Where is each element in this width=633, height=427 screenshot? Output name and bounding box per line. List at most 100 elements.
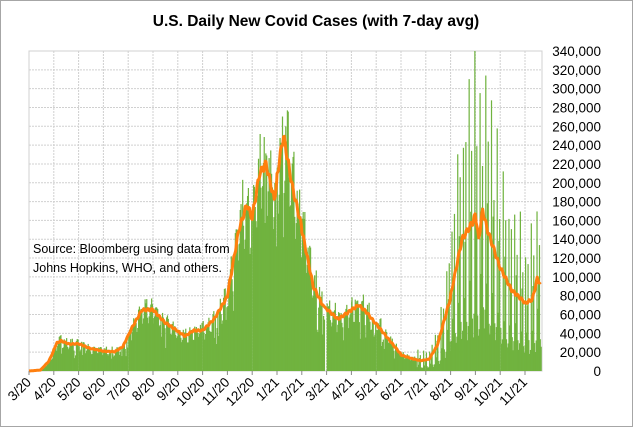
daily-bar — [200, 328, 202, 371]
daily-bar — [67, 349, 69, 371]
daily-bar — [199, 324, 202, 371]
daily-bar — [509, 325, 511, 371]
daily-bar — [458, 236, 460, 371]
daily-bar — [311, 297, 313, 371]
y-tick-label: 180,000 — [552, 195, 601, 210]
daily-bar — [478, 329, 480, 371]
daily-bar — [504, 256, 506, 371]
daily-bar — [381, 345, 383, 371]
daily-bar — [364, 325, 366, 371]
daily-bar — [233, 256, 236, 371]
daily-bar — [194, 326, 196, 371]
daily-bar — [357, 300, 359, 371]
daily-bar — [59, 335, 61, 371]
daily-bar — [86, 346, 88, 371]
daily-bar — [254, 207, 256, 371]
daily-bar — [222, 320, 224, 371]
daily-bar — [439, 360, 441, 371]
daily-bar — [145, 303, 147, 371]
daily-bar — [48, 360, 50, 371]
daily-bar — [355, 302, 357, 371]
daily-bar — [70, 344, 73, 371]
daily-bar — [140, 308, 142, 371]
y-tick-label: 220,000 — [552, 157, 601, 172]
daily-bar — [214, 337, 216, 371]
daily-bar — [259, 134, 261, 371]
daily-bar — [394, 345, 397, 371]
daily-bar — [199, 333, 201, 371]
source-annotation: Source: Bloomberg using data from Johns … — [33, 240, 230, 278]
daily-bar — [161, 336, 163, 371]
daily-bar — [131, 332, 133, 371]
daily-bar — [430, 356, 432, 371]
daily-bar — [434, 334, 436, 371]
y-tick-label: 200,000 — [552, 176, 601, 191]
daily-bar — [469, 280, 471, 371]
daily-bar — [506, 347, 508, 371]
daily-bar — [153, 323, 155, 371]
daily-bar — [219, 298, 221, 371]
daily-bar — [419, 355, 421, 371]
daily-bar — [370, 329, 373, 371]
daily-bar — [466, 340, 469, 371]
daily-bar — [105, 349, 107, 371]
daily-bar — [54, 344, 56, 371]
daily-bar — [342, 340, 345, 371]
daily-bar — [336, 332, 338, 371]
y-tick-label: 340,000 — [552, 44, 601, 59]
daily-bar — [52, 351, 54, 371]
daily-bar — [233, 310, 235, 371]
daily-bar — [405, 357, 407, 371]
daily-bar — [138, 306, 141, 371]
daily-bar — [161, 312, 164, 371]
daily-bar — [135, 323, 137, 371]
daily-bar — [252, 216, 254, 371]
daily-bar — [155, 307, 157, 371]
daily-bar — [315, 270, 317, 371]
daily-bar — [216, 328, 218, 371]
daily-bar — [266, 155, 268, 371]
daily-bar — [414, 359, 417, 371]
daily-bar — [127, 347, 129, 371]
daily-bar — [464, 241, 466, 371]
daily-bar — [455, 342, 457, 371]
daily-bar — [114, 351, 117, 371]
daily-bar — [176, 336, 178, 371]
daily-bar — [285, 126, 287, 371]
daily-bar — [80, 349, 82, 371]
annotation-line-1: Source: Bloomberg using data from — [33, 242, 230, 256]
daily-bar — [210, 331, 212, 371]
daily-bar — [413, 358, 415, 371]
daily-bar — [353, 321, 355, 371]
daily-bar — [402, 352, 404, 371]
daily-bar — [266, 215, 269, 371]
daily-bar — [518, 349, 520, 371]
daily-bar — [146, 317, 149, 371]
daily-bar — [180, 337, 182, 371]
daily-bar — [525, 332, 528, 371]
daily-bar — [71, 338, 73, 371]
daily-bar — [361, 301, 363, 371]
daily-bar — [488, 323, 490, 371]
daily-bar — [398, 353, 400, 371]
avg-line — [28, 134, 542, 373]
daily-bar — [271, 187, 273, 371]
daily-bar — [187, 342, 189, 371]
daily-bar — [381, 342, 384, 371]
daily-bar — [374, 334, 376, 371]
daily-bar — [239, 209, 241, 371]
daily-bar — [332, 311, 334, 371]
daily-bar — [53, 347, 56, 371]
daily-bar — [453, 282, 455, 371]
daily-bar — [456, 336, 458, 371]
daily-bar — [428, 366, 430, 371]
daily-bar — [344, 312, 346, 371]
daily-bar — [186, 342, 188, 371]
daily-bar — [511, 337, 513, 371]
daily-bar — [512, 350, 514, 371]
daily-bar — [198, 336, 200, 371]
daily-bar — [205, 334, 207, 371]
daily-bar — [445, 351, 447, 371]
y-tick-label: 60,000 — [560, 308, 601, 323]
daily-bar — [159, 325, 161, 371]
